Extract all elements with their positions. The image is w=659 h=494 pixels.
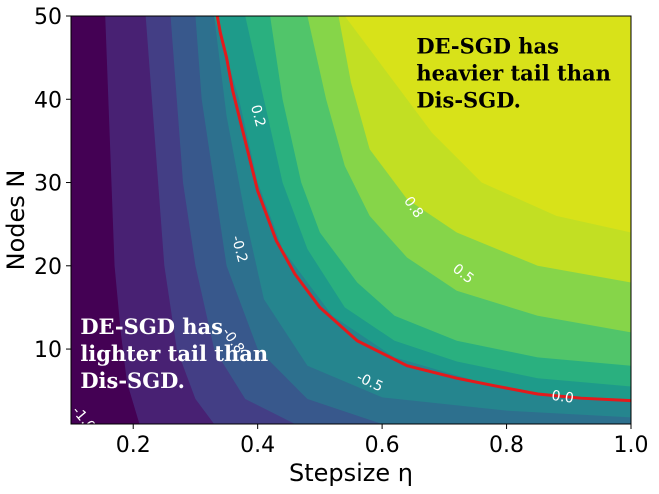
contour-band-11 <box>344 16 631 424</box>
x-axis-label: Stepsize η <box>289 459 413 487</box>
x-axis: 0.2 0.4 0.6 0.8 1.0 <box>116 424 649 458</box>
annotation-2-line: Dis-SGD. <box>80 368 185 393</box>
annotation-1-line: DE-SGD has <box>416 33 559 58</box>
annotation-2-line: DE-SGD has <box>80 314 223 339</box>
contour-label: -0.2 <box>228 234 251 265</box>
x-tick-label: 0.6 <box>365 433 400 458</box>
x-tick-label: 0.8 <box>489 433 524 458</box>
contour-label: 0.2 <box>247 103 268 129</box>
y-tick-label: 40 <box>34 88 62 113</box>
y-tick-label: 30 <box>34 172 62 197</box>
annotation-2-line: lighter tail than <box>80 341 268 366</box>
contour-label: 0.0 <box>550 388 574 407</box>
y-axis-label: Nodes N <box>2 170 30 271</box>
annotation-1-line: Dis-SGD. <box>416 87 521 112</box>
x-tick-label: 0.2 <box>116 433 151 458</box>
x-tick-label: 0.4 <box>240 433 275 458</box>
plot-area: 0.20.80.5-0.2-0.8-0.50.0-1.0DE-SGD hashe… <box>71 16 631 424</box>
zero-contour-line <box>215 16 631 403</box>
y-axis: 10 20 30 40 50 <box>34 5 71 363</box>
plot-frame <box>70 15 632 425</box>
x-tick-label: 1.0 <box>614 433 649 458</box>
y-tick-label: 10 <box>34 338 62 363</box>
y-tick-label: 20 <box>34 255 62 280</box>
annotation-1-line: heavier tail than <box>416 60 611 85</box>
y-tick-label: 50 <box>34 5 62 30</box>
